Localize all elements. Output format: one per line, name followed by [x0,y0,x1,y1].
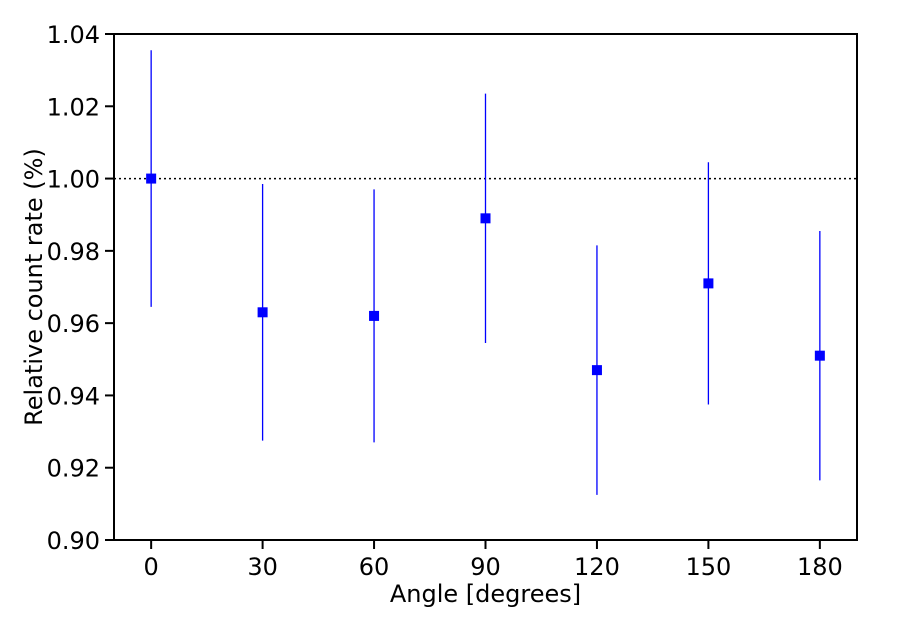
y-tick-label: 0.94 [47,382,100,410]
tick-layer: 0 30 60 90 120 150 180 0.90 0.92 0.94 0.96 0.98 1.00… [47,21,843,581]
data-point [146,173,157,184]
x-tick-label: 60 [359,553,390,581]
x-tick-label: 0 [144,553,159,581]
y-tick-label: 0.98 [47,238,100,266]
data-layer [146,50,825,495]
y-tick-label: 0.96 [47,310,100,338]
data-point [480,213,491,224]
x-tick-label: 30 [247,553,278,581]
y-tick-label: 1.00 [47,166,100,194]
x-tick-label: 150 [685,553,731,581]
y-tick-label: 0.90 [47,527,100,555]
x-tick-label: 180 [797,553,843,581]
x-tick-label: 120 [574,553,620,581]
y-axis-label: Relative count rate (%) [20,148,48,426]
data-point [703,278,714,289]
data-point [369,310,380,321]
y-tick-label: 1.04 [47,21,100,49]
y-tick-label: 1.02 [47,93,100,121]
data-point [257,307,268,318]
y-tick-label: 0.92 [47,455,100,483]
x-axis-label: Angle [degrees] [390,580,581,608]
data-point [591,365,602,376]
data-point [814,350,825,361]
x-tick-label: 90 [470,553,501,581]
